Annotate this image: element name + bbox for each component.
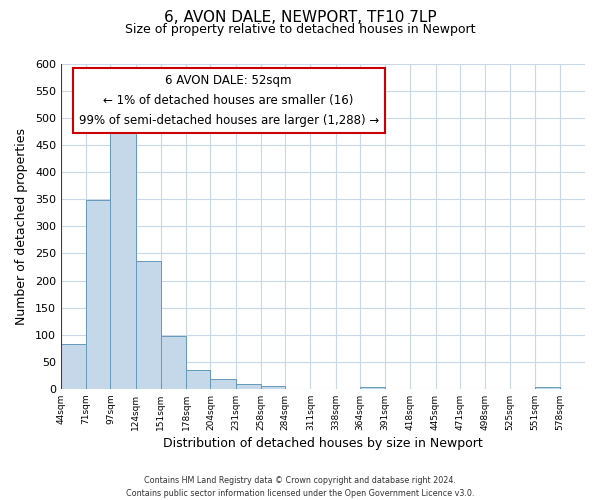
Text: 6, AVON DALE, NEWPORT, TF10 7LP: 6, AVON DALE, NEWPORT, TF10 7LP — [164, 10, 436, 25]
Bar — [360, 387, 385, 389]
Bar — [136, 261, 161, 389]
Bar — [211, 378, 236, 389]
Text: Contains HM Land Registry data © Crown copyright and database right 2024.
Contai: Contains HM Land Registry data © Crown c… — [126, 476, 474, 498]
Bar — [261, 386, 285, 389]
Bar — [535, 387, 560, 389]
Bar — [186, 370, 211, 389]
Bar — [86, 200, 110, 389]
Bar — [236, 384, 261, 389]
Text: 6 AVON DALE: 52sqm
← 1% of detached houses are smaller (16)
99% of semi-detached: 6 AVON DALE: 52sqm ← 1% of detached hous… — [79, 74, 379, 126]
Bar — [61, 344, 86, 389]
Y-axis label: Number of detached properties: Number of detached properties — [15, 128, 28, 325]
Bar — [161, 336, 186, 389]
X-axis label: Distribution of detached houses by size in Newport: Distribution of detached houses by size … — [163, 437, 483, 450]
Text: Size of property relative to detached houses in Newport: Size of property relative to detached ho… — [125, 22, 475, 36]
Bar — [110, 132, 136, 389]
